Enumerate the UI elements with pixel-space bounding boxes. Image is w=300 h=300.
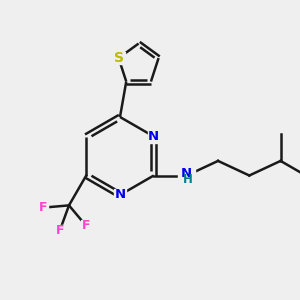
Bar bbox=[112, 52, 125, 64]
Text: F: F bbox=[82, 219, 90, 232]
Bar bbox=[178, 169, 195, 182]
Bar bbox=[114, 189, 126, 201]
Bar bbox=[80, 220, 91, 231]
Text: N: N bbox=[180, 167, 191, 180]
Bar bbox=[37, 202, 48, 213]
Text: F: F bbox=[38, 201, 47, 214]
Bar bbox=[55, 225, 65, 236]
Text: F: F bbox=[56, 224, 64, 237]
Text: N: N bbox=[114, 188, 126, 202]
Text: H: H bbox=[182, 173, 192, 186]
Text: S: S bbox=[114, 51, 124, 65]
Bar bbox=[148, 130, 160, 142]
Text: N: N bbox=[148, 130, 159, 143]
